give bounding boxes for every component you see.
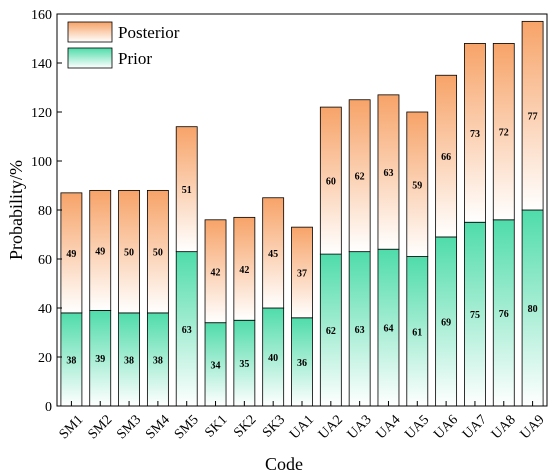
bar-posterior bbox=[319, 106, 342, 255]
data-label-posterior: 51 bbox=[182, 185, 192, 196]
data-label-prior: 40 bbox=[268, 353, 278, 364]
x-tick-label: UA1 bbox=[287, 412, 317, 442]
x-tick-label: SM3 bbox=[114, 412, 144, 442]
x-tick-label: SK3 bbox=[260, 412, 288, 440]
bar-posterior bbox=[521, 20, 544, 211]
x-tick-label: SM4 bbox=[143, 412, 173, 442]
y-axis-title: Probability/% bbox=[6, 160, 26, 260]
y-tick-label: 120 bbox=[31, 106, 52, 121]
legend: Posterior Prior bbox=[62, 18, 194, 70]
x-tick-label: SM5 bbox=[172, 412, 202, 442]
bar-posterior bbox=[118, 189, 140, 314]
data-label-posterior: 77 bbox=[528, 112, 538, 123]
data-label-prior: 61 bbox=[412, 327, 422, 338]
bar-posterior bbox=[406, 111, 429, 257]
data-label-posterior: 62 bbox=[355, 172, 365, 183]
data-label-prior: 38 bbox=[66, 355, 76, 366]
data-label-posterior: 73 bbox=[470, 129, 480, 140]
bar-posterior bbox=[89, 189, 112, 311]
data-label-prior: 63 bbox=[182, 325, 192, 336]
bar-posterior bbox=[204, 219, 227, 324]
data-label-posterior: 66 bbox=[441, 152, 451, 163]
bar-posterior bbox=[233, 216, 256, 321]
x-tick-label: UA6 bbox=[431, 412, 461, 442]
data-label-posterior: 63 bbox=[383, 168, 393, 179]
bar-posterior bbox=[262, 197, 285, 309]
data-label-prior: 69 bbox=[441, 317, 451, 328]
y-tick-label: 140 bbox=[31, 57, 52, 72]
data-label-prior: 76 bbox=[499, 309, 509, 320]
legend-label-posterior: Posterior bbox=[118, 23, 180, 42]
bar-posterior bbox=[377, 94, 400, 250]
data-label-prior: 39 bbox=[95, 354, 105, 365]
data-label-posterior: 50 bbox=[124, 248, 134, 259]
x-tick-label: UA9 bbox=[518, 412, 548, 442]
data-label-posterior: 42 bbox=[239, 265, 249, 276]
data-label-prior: 35 bbox=[239, 359, 249, 370]
data-label-posterior: 60 bbox=[326, 177, 336, 188]
bar-posterior bbox=[492, 43, 515, 221]
data-label-prior: 62 bbox=[326, 326, 336, 337]
data-label-posterior: 72 bbox=[499, 128, 509, 139]
data-label-prior: 63 bbox=[355, 325, 365, 336]
data-label-prior: 75 bbox=[470, 310, 480, 321]
data-label-posterior: 42 bbox=[211, 267, 221, 278]
data-label-posterior: 49 bbox=[66, 249, 76, 260]
bar-posterior bbox=[146, 189, 169, 314]
legend-swatch-posterior bbox=[67, 21, 113, 43]
x-tick-label: SM1 bbox=[57, 412, 87, 442]
bar-posterior bbox=[435, 74, 458, 238]
y-tick-label: 100 bbox=[31, 155, 52, 170]
x-tick-label: SM2 bbox=[85, 412, 115, 442]
data-label-posterior: 45 bbox=[268, 249, 278, 260]
x-tick-label: SK2 bbox=[231, 412, 259, 440]
x-tick-label: UA4 bbox=[374, 412, 404, 442]
bars-group bbox=[60, 20, 544, 407]
y-axis: 0 20 40 60 80 100 120 140 160 bbox=[31, 8, 62, 415]
data-label-prior: 36 bbox=[297, 358, 307, 369]
data-label-posterior: 59 bbox=[412, 180, 422, 191]
data-label-posterior: 37 bbox=[297, 268, 307, 279]
data-label-posterior: 49 bbox=[95, 246, 105, 257]
x-tick-label: SK1 bbox=[202, 412, 230, 440]
data-label-posterior: 50 bbox=[153, 248, 163, 259]
x-tick-label: UA5 bbox=[402, 412, 432, 442]
data-label-prior: 64 bbox=[383, 324, 393, 335]
x-tick-label: UA2 bbox=[316, 412, 346, 442]
legend-swatch-prior bbox=[67, 47, 113, 69]
data-label-prior: 34 bbox=[211, 360, 221, 371]
data-label-prior: 38 bbox=[124, 355, 134, 366]
y-tick-label: 40 bbox=[38, 302, 52, 317]
x-tick-label: UA7 bbox=[460, 412, 490, 442]
data-label-prior: 38 bbox=[153, 355, 163, 366]
data-labels-group: 38 49 39 49 38 50 38 50 63 51 34 42 35 42 40 45 36 37 62 60… bbox=[66, 112, 537, 372]
bar-posterior bbox=[60, 192, 83, 314]
legend-label-prior: Prior bbox=[118, 49, 152, 68]
bar-posterior bbox=[175, 126, 198, 253]
bar-posterior bbox=[464, 43, 486, 223]
y-tick-label: 160 bbox=[31, 8, 52, 23]
bar-posterior bbox=[348, 99, 371, 253]
y-tick-label: 0 bbox=[45, 400, 52, 415]
y-tick-label: 80 bbox=[38, 204, 52, 219]
x-axis-title: Code bbox=[265, 454, 303, 474]
bar-posterior bbox=[291, 226, 313, 319]
x-tick-label: UA3 bbox=[345, 412, 375, 442]
data-label-prior: 80 bbox=[528, 304, 538, 315]
y-tick-label: 20 bbox=[38, 351, 52, 366]
x-tick-label: UA8 bbox=[489, 412, 519, 442]
y-tick-label: 60 bbox=[38, 253, 52, 268]
